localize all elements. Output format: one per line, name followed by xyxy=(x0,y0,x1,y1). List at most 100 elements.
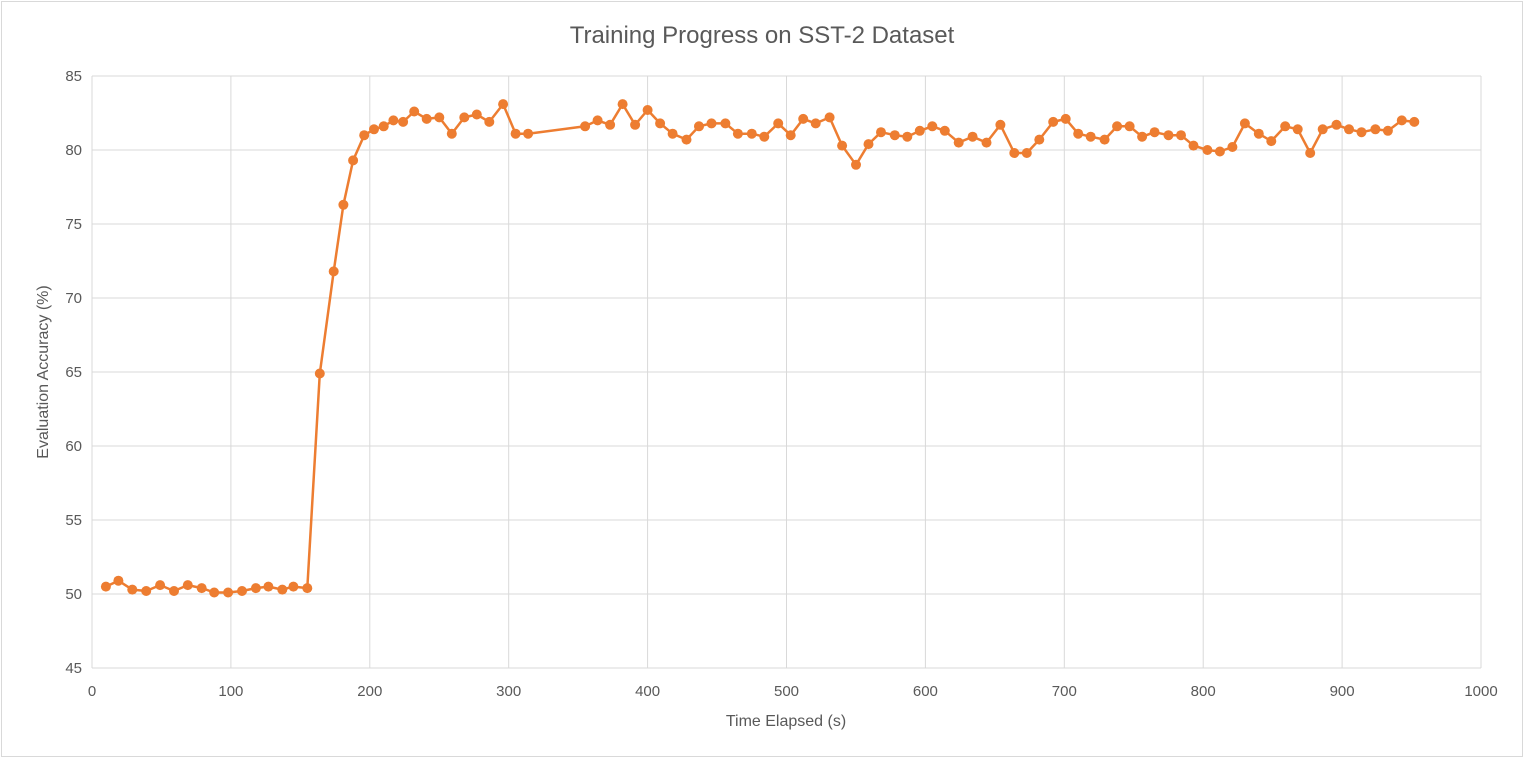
data-point xyxy=(209,587,220,598)
x-tick-label: 200 xyxy=(357,683,382,700)
data-point xyxy=(1202,145,1213,155)
data-point xyxy=(1009,148,1020,158)
data-point xyxy=(223,587,234,598)
x-tick-label: 700 xyxy=(1052,683,1077,700)
y-tick-label: 45 xyxy=(65,660,82,677)
data-point xyxy=(995,119,1006,130)
data-point xyxy=(1280,121,1291,132)
data-point xyxy=(1344,124,1354,135)
y-tick-label: 80 xyxy=(65,142,82,159)
data-point xyxy=(1188,140,1199,151)
data-point xyxy=(732,128,743,139)
x-tick-label: 100 xyxy=(218,683,243,700)
data-point xyxy=(1292,124,1303,135)
x-tick-label: 500 xyxy=(774,683,799,700)
data-point xyxy=(1331,119,1342,130)
data-point xyxy=(1021,148,1032,158)
data-point xyxy=(1396,115,1407,126)
data-point xyxy=(1317,124,1328,135)
data-point xyxy=(785,130,796,141)
data-point xyxy=(889,130,900,141)
data-point xyxy=(1048,116,1059,127)
data-point xyxy=(967,131,978,142)
y-axis-tick-labels: 45 50 55 60 65 70 75 80 85 xyxy=(65,68,82,677)
y-tick-label: 60 xyxy=(65,438,82,455)
data-point xyxy=(667,128,678,139)
data-point xyxy=(1266,136,1277,147)
y-tick-label: 85 xyxy=(65,68,82,85)
data-point xyxy=(1085,131,1096,142)
data-point xyxy=(810,118,821,129)
data-point xyxy=(655,118,666,129)
x-tick-label: 0 xyxy=(88,683,96,700)
data-point xyxy=(773,118,784,129)
data-point xyxy=(1149,127,1160,138)
gridlines xyxy=(91,75,1482,669)
data-point xyxy=(1163,130,1174,141)
data-point xyxy=(459,112,470,123)
data-point xyxy=(277,584,288,595)
data-point xyxy=(113,575,124,586)
data-point xyxy=(1227,142,1238,152)
data-point xyxy=(1034,134,1045,145)
data-point xyxy=(605,119,616,130)
data-point xyxy=(981,137,992,148)
data-point xyxy=(1253,128,1264,139)
data-point xyxy=(720,118,731,129)
data-point xyxy=(378,121,389,132)
data-point xyxy=(348,155,359,166)
x-tick-label: 900 xyxy=(1330,683,1355,700)
x-tick-label: 800 xyxy=(1191,683,1216,700)
data-point xyxy=(196,583,207,594)
data-point xyxy=(630,119,641,130)
data-point xyxy=(328,266,339,277)
data-point xyxy=(434,112,445,123)
x-tick-label: 1000 xyxy=(1464,683,1497,700)
data-point xyxy=(484,116,495,127)
data-point xyxy=(498,99,509,110)
data-point xyxy=(369,124,379,135)
data-point xyxy=(338,199,349,210)
data-point xyxy=(580,121,591,132)
data-point xyxy=(927,121,938,132)
data-point xyxy=(288,581,299,592)
data-point xyxy=(237,586,247,596)
x-tick-label: 300 xyxy=(496,683,521,700)
x-tick-label: 600 xyxy=(913,683,938,700)
data-point xyxy=(1214,146,1225,157)
data-point xyxy=(1409,116,1420,127)
y-tick-label: 75 xyxy=(65,216,82,233)
data-point xyxy=(592,115,603,126)
data-point xyxy=(100,581,111,592)
data-point xyxy=(263,581,274,592)
data-point xyxy=(863,139,874,150)
data-point xyxy=(746,128,757,139)
data-point xyxy=(523,128,534,139)
data-point xyxy=(359,130,370,141)
data-point xyxy=(914,125,925,136)
data-point xyxy=(824,112,835,123)
data-point xyxy=(851,159,861,170)
data-point xyxy=(642,105,653,115)
y-axis-title: Evaluation Accuracy (%) xyxy=(35,285,52,458)
data-point xyxy=(1099,134,1110,145)
x-tick-label: 400 xyxy=(635,683,660,700)
chart-title: Training Progress on SST-2 Dataset xyxy=(570,22,955,49)
data-point xyxy=(798,113,809,124)
data-point xyxy=(1176,130,1186,141)
data-point xyxy=(1124,121,1135,132)
data-point xyxy=(302,583,313,594)
data-point xyxy=(446,128,457,139)
data-point xyxy=(1305,148,1316,158)
data-point xyxy=(421,113,432,124)
series-accuracy xyxy=(100,99,1420,598)
data-point xyxy=(1356,127,1367,138)
data-point xyxy=(1060,113,1071,124)
data-point xyxy=(398,116,409,127)
data-point xyxy=(155,580,166,591)
y-tick-label: 70 xyxy=(65,290,82,307)
data-point xyxy=(837,140,848,151)
x-axis-tick-labels: 0 100 200 300 400 500 600 700 800 900 1000 xyxy=(88,683,1498,700)
data-point xyxy=(388,115,399,126)
data-point xyxy=(1137,131,1148,142)
